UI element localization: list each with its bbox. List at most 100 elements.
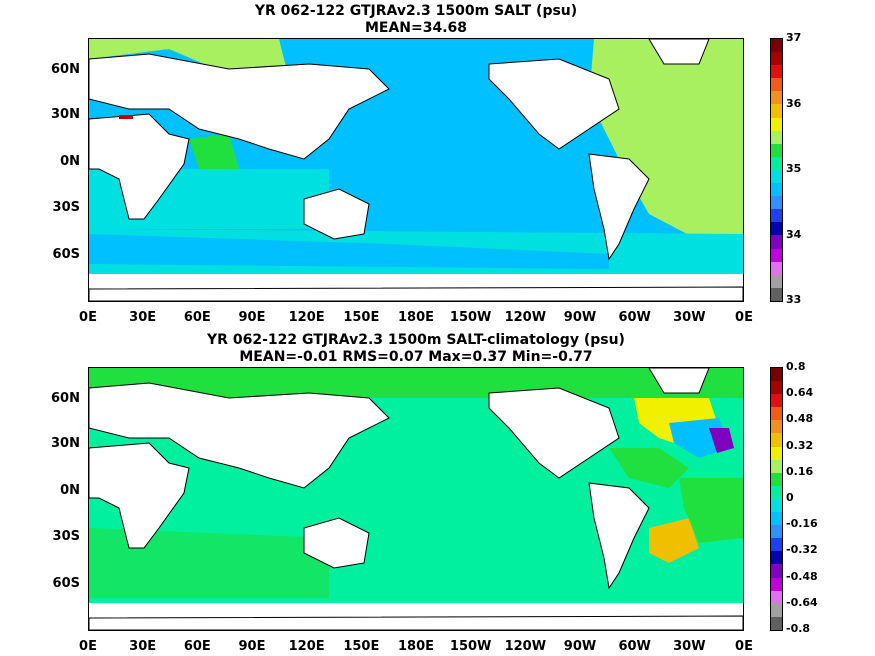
- colorbar-swatch: [771, 433, 782, 447]
- lon-label: 90E: [238, 310, 266, 325]
- colorbar-swatch: [771, 564, 782, 578]
- lon-label: 150W: [449, 639, 492, 654]
- colorbar-label: 34: [786, 227, 802, 241]
- colorbar-swatch: [771, 577, 782, 591]
- colorbar-swatch: [771, 551, 782, 565]
- colorbar-swatch: [771, 248, 782, 262]
- lat-label: 30N: [51, 436, 80, 451]
- colorbar-label: -0.64: [786, 595, 818, 609]
- top-colorbar: [770, 38, 783, 302]
- lon-label: 180E: [397, 639, 435, 654]
- colorbar-swatch: [771, 209, 782, 223]
- lat-label: 30N: [51, 107, 80, 122]
- colorbar-label: -0.8: [786, 622, 811, 635]
- colorbar-swatch: [771, 616, 782, 630]
- colorbar-swatch: [771, 156, 782, 170]
- colorbar-label: 37: [786, 31, 802, 44]
- colorbar-swatch: [771, 446, 782, 460]
- colorbar-label: -0.48: [786, 569, 818, 583]
- colorbar-swatch: [771, 91, 782, 105]
- colorbar-swatch: [771, 368, 782, 382]
- colorbar-swatch: [771, 261, 782, 275]
- lon-label: 60E: [183, 639, 211, 654]
- lat-label: 60S: [52, 247, 80, 262]
- colorbar-swatch: [771, 485, 782, 499]
- colorbar-label: -0.16: [786, 517, 818, 531]
- colorbar-swatch: [771, 381, 782, 395]
- colorbar-label: 0.16: [786, 464, 814, 478]
- colorbar-label: -0.32: [786, 543, 818, 557]
- top-title-line1: YR 062-122 GTJRAv2.3 1500m SALT (psu): [254, 3, 578, 19]
- lon-label: 180E: [397, 310, 435, 325]
- colorbar-label: 35: [786, 162, 802, 175]
- bottom-colorbar: [770, 367, 783, 631]
- lon-label: 120W: [504, 639, 547, 654]
- colorbar-swatch: [771, 52, 782, 66]
- lon-label: 90W: [563, 310, 597, 325]
- lon-label: 60W: [618, 639, 651, 654]
- lon-label: 60W: [618, 310, 651, 325]
- top-title-line2: MEAN=34.68: [364, 20, 468, 36]
- colorbar-label: 36: [786, 96, 802, 110]
- lat-label: 30S: [52, 529, 80, 544]
- lon-label: 150W: [449, 310, 492, 325]
- colorbar-swatch: [771, 498, 782, 513]
- colorbar-swatch: [771, 420, 782, 434]
- bottom-anomaly-map: [88, 367, 744, 631]
- lon-label: 120W: [504, 310, 547, 325]
- colorbar-swatch: [771, 117, 782, 131]
- colorbar-swatch: [771, 65, 782, 79]
- lat-label: 60N: [51, 62, 80, 77]
- lon-label: 60E: [183, 310, 211, 325]
- lon-label: 120E: [288, 310, 325, 325]
- colorbar-swatch: [771, 39, 782, 53]
- lon-label: 30W: [673, 639, 706, 654]
- top-panel-title: YR 062-122 GTJRAv2.3 1500m SALT (psu) ME…: [88, 3, 744, 37]
- colorbar-swatch: [771, 472, 782, 486]
- colorbar-swatch: [771, 287, 782, 301]
- colorbar-swatch: [771, 222, 782, 236]
- colorbar-swatch: [771, 407, 782, 421]
- colorbar-swatch: [771, 196, 782, 210]
- colorbar-swatch: [771, 183, 782, 197]
- lon-label: 0E: [735, 310, 753, 325]
- lon-label: 0E: [79, 639, 97, 654]
- colorbar-swatch: [771, 538, 782, 552]
- lon-label: 0E: [735, 639, 753, 654]
- colorbar-swatch: [771, 143, 782, 157]
- colorbar-swatch: [771, 104, 782, 118]
- colorbar-label: 0: [786, 491, 794, 504]
- lon-label: 90W: [563, 639, 597, 654]
- colorbar-label: 0.8: [786, 360, 806, 373]
- colorbar-swatch: [771, 78, 782, 92]
- lon-label: 90E: [238, 639, 266, 654]
- colorbar-swatch: [771, 130, 782, 144]
- lat-label: 0N: [60, 154, 80, 169]
- colorbar-swatch: [771, 394, 782, 408]
- colorbar-swatch: [771, 235, 782, 249]
- colorbar-label: 33: [786, 293, 802, 306]
- lon-label: 30E: [129, 639, 157, 654]
- colorbar-swatch: [771, 169, 782, 184]
- lon-label: 150E: [343, 639, 380, 654]
- colorbar-swatch: [771, 459, 782, 473]
- bottom-panel-title: YR 062-122 GTJRAv2.3 1500m SALT-climatol…: [88, 332, 744, 366]
- lon-label: 30W: [673, 310, 706, 325]
- lon-label: 30E: [129, 310, 157, 325]
- lon-label: 120E: [288, 639, 325, 654]
- bottom-title-line2: MEAN=-0.01 RMS=0.07 Max=0.37 Min=-0.77: [239, 349, 593, 365]
- lat-label: 0N: [60, 483, 80, 498]
- lon-label: 0E: [79, 310, 97, 325]
- top-salinity-map: [88, 38, 744, 302]
- lon-label: 150E: [343, 310, 380, 325]
- lat-label: 60N: [51, 391, 80, 406]
- colorbar-label: 0.64: [786, 386, 814, 400]
- colorbar-label: 0.32: [786, 438, 814, 452]
- colorbar-swatch: [771, 512, 782, 526]
- colorbar-label: 0.48: [786, 412, 814, 426]
- lat-label: 30S: [52, 200, 80, 215]
- colorbar-swatch: [771, 525, 782, 539]
- bottom-title-line1: YR 062-122 GTJRAv2.3 1500m SALT-climatol…: [207, 332, 625, 348]
- colorbar-swatch: [771, 603, 782, 617]
- colorbar-swatch: [771, 590, 782, 604]
